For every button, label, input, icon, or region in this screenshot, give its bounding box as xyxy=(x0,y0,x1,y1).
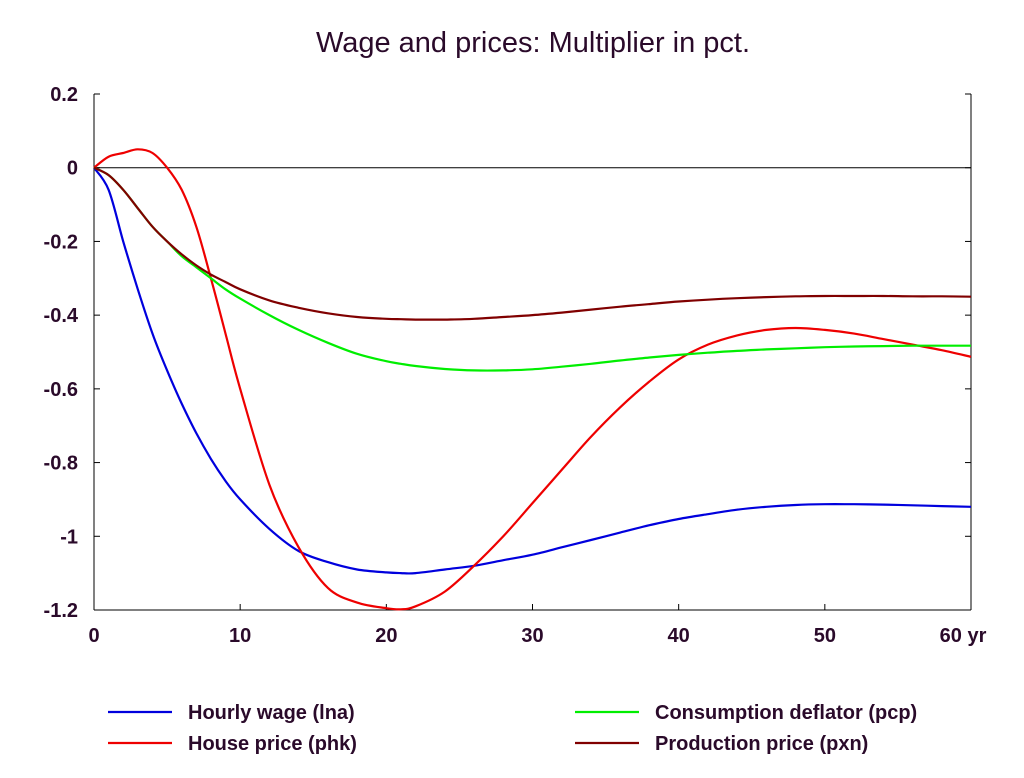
x-tick-label: 30 xyxy=(521,625,543,647)
legend-label: Hourly wage (lna) xyxy=(188,702,355,724)
x-tick-label: 0 xyxy=(88,625,99,647)
series-lines xyxy=(93,148,972,611)
x-axis-ticks: 0 10 20 30 40 50 60 yr xyxy=(88,604,987,647)
legend: Hourly wage (lna) Consumption deflator (p… xyxy=(108,702,917,755)
legend-label: Consumption deflator (pcp) xyxy=(655,702,917,724)
legend-label: House price (phk) xyxy=(188,733,357,755)
y-tick-label: -1.2 xyxy=(44,600,78,622)
y-tick-label: -0.4 xyxy=(44,305,79,327)
x-tick-label: 50 xyxy=(814,625,836,647)
x-tick-label: 40 xyxy=(668,625,690,647)
y-tick-label: 0 xyxy=(67,158,78,180)
y-tick-label: 0.2 xyxy=(50,84,78,106)
y-tick-label: -0.2 xyxy=(44,231,78,253)
legend-label: Production price (pxn) xyxy=(655,733,868,755)
x-tick-label: 60 yr xyxy=(940,625,987,647)
x-tick-label: 10 xyxy=(229,625,251,647)
y-tick-label: -0.8 xyxy=(44,453,78,475)
series-line-house-price-phk xyxy=(93,148,972,611)
y-axis-ticks: 0.2 0 -0.2 -0.4 -0.6 -0.8 -1 -1.2 xyxy=(44,84,971,622)
series-line-consumption-deflator-pcp xyxy=(93,166,971,372)
series-line-production-price-pxn xyxy=(93,166,972,321)
x-tick-label: 20 xyxy=(375,625,397,647)
series-line-hourly-wage-lna xyxy=(93,167,972,575)
chart-title: Wage and prices: Multiplier in pct. xyxy=(316,27,750,59)
y-tick-label: -1 xyxy=(60,526,78,548)
plot-frame xyxy=(93,94,972,611)
y-tick-label: -0.6 xyxy=(44,379,78,401)
